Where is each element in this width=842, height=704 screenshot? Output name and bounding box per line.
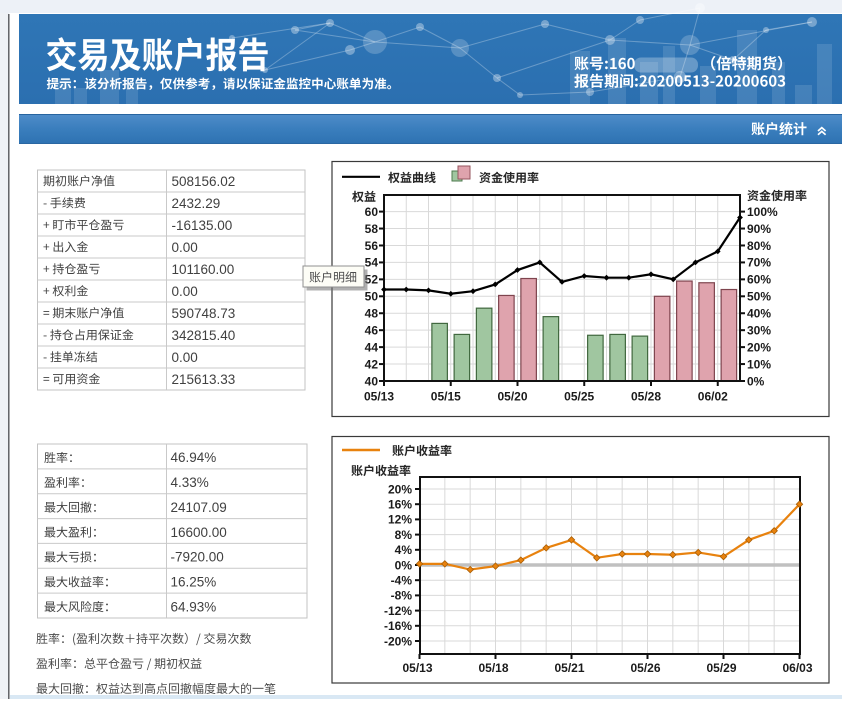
svg-text:48: 48	[365, 307, 379, 321]
svg-text:06/03: 06/03	[782, 661, 812, 675]
svg-text:24107.09: 24107.09	[171, 500, 227, 515]
svg-text:42: 42	[365, 357, 379, 371]
svg-text:05/29: 05/29	[706, 661, 736, 675]
svg-text:05/15: 05/15	[431, 390, 461, 404]
svg-text:05/18: 05/18	[478, 661, 508, 675]
svg-text:46: 46	[365, 324, 379, 338]
svg-text:40%: 40%	[747, 307, 771, 321]
svg-text:56: 56	[365, 239, 379, 253]
svg-text:60: 60	[365, 205, 379, 219]
svg-text:06/02: 06/02	[698, 390, 728, 404]
svg-text:90%: 90%	[747, 222, 771, 236]
svg-text:20%: 20%	[388, 482, 412, 496]
svg-text:46.94%: 46.94%	[171, 450, 217, 465]
svg-text:4%: 4%	[395, 543, 413, 557]
svg-text:05/26: 05/26	[630, 661, 660, 675]
svg-text:-8%: -8%	[391, 589, 413, 603]
svg-text:40: 40	[365, 374, 379, 388]
svg-text:05/28: 05/28	[631, 390, 661, 404]
svg-text:101160.00: 101160.00	[172, 262, 235, 277]
svg-text:0.00: 0.00	[172, 240, 198, 255]
svg-text:342815.40: 342815.40	[172, 328, 236, 343]
svg-text:12%: 12%	[388, 513, 412, 527]
svg-text:60%: 60%	[747, 273, 771, 287]
svg-text:16.25%: 16.25%	[171, 575, 217, 590]
svg-text:54: 54	[365, 256, 379, 270]
svg-text:16600.00: 16600.00	[171, 525, 227, 540]
svg-text:16%: 16%	[388, 498, 412, 512]
svg-text:0.00: 0.00	[172, 350, 198, 365]
svg-text:0.00: 0.00	[172, 284, 198, 299]
svg-text:05/21: 05/21	[554, 661, 584, 675]
svg-text:2432.29: 2432.29	[172, 196, 221, 211]
svg-text:-16135.00: -16135.00	[172, 218, 233, 233]
svg-text:05/13: 05/13	[402, 661, 432, 675]
svg-text:30%: 30%	[747, 324, 771, 338]
svg-text:4.33%: 4.33%	[171, 475, 209, 490]
svg-text:-12%: -12%	[384, 604, 412, 618]
svg-text:-20%: -20%	[384, 634, 412, 648]
svg-text:05/25: 05/25	[564, 390, 594, 404]
svg-text:8%: 8%	[395, 528, 413, 542]
svg-text:50%: 50%	[747, 290, 771, 304]
svg-text:64.93%: 64.93%	[171, 599, 217, 614]
svg-text:58: 58	[365, 222, 379, 236]
svg-text:05/13: 05/13	[364, 390, 394, 404]
svg-text:590748.73: 590748.73	[172, 306, 236, 321]
svg-text:0%: 0%	[747, 374, 765, 388]
svg-text:44: 44	[365, 340, 379, 354]
svg-text:20%: 20%	[747, 340, 771, 354]
svg-text:52: 52	[365, 273, 379, 287]
svg-text:215613.33: 215613.33	[172, 372, 236, 387]
svg-text:10%: 10%	[747, 357, 771, 371]
svg-text:05/20: 05/20	[497, 390, 527, 404]
svg-text:0%: 0%	[395, 558, 413, 572]
svg-text:80%: 80%	[747, 239, 771, 253]
svg-text:50: 50	[365, 290, 379, 304]
svg-text:-7920.00: -7920.00	[171, 550, 224, 565]
svg-text:508156.02: 508156.02	[172, 174, 236, 189]
svg-text:-4%: -4%	[391, 574, 413, 588]
svg-text:100%: 100%	[747, 205, 778, 219]
svg-text:-16%: -16%	[384, 619, 412, 633]
svg-text:70%: 70%	[747, 256, 771, 270]
